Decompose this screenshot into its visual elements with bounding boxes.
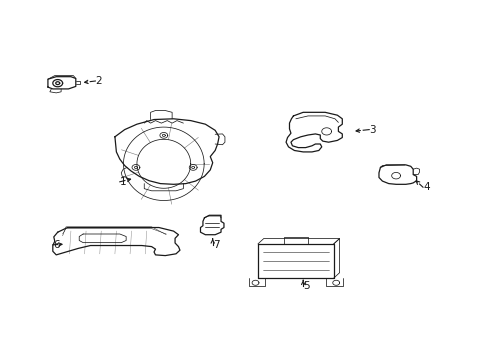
Text: 6: 6 [53, 240, 60, 250]
Text: 2: 2 [95, 76, 102, 86]
Text: 4: 4 [422, 182, 429, 192]
Text: 1: 1 [120, 177, 126, 187]
Text: 7: 7 [212, 240, 219, 250]
Text: 5: 5 [303, 281, 309, 291]
Text: 3: 3 [368, 125, 375, 135]
